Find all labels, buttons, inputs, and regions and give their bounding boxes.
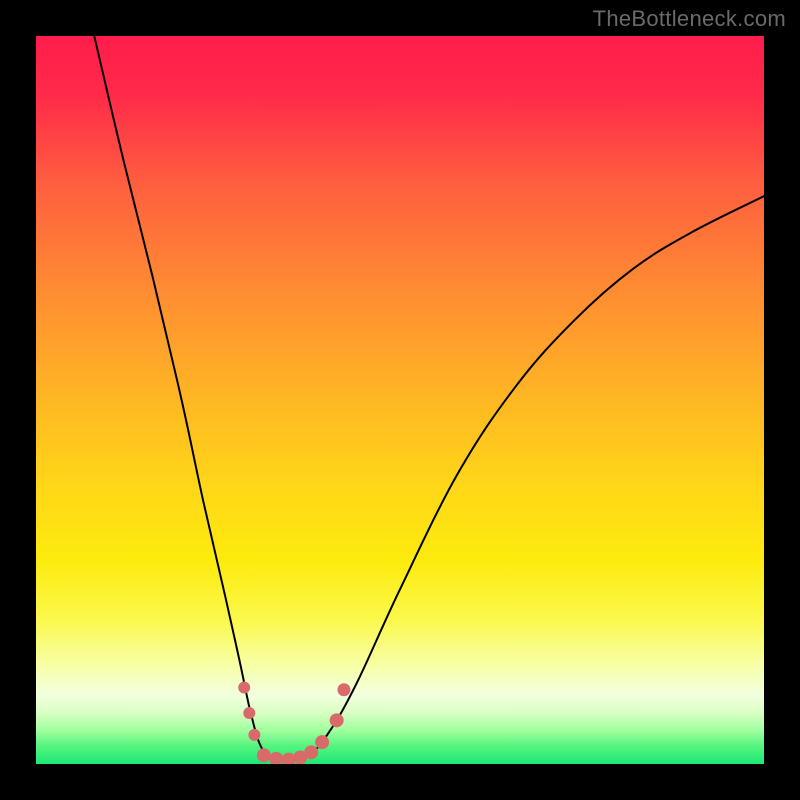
curve-marker xyxy=(248,729,260,741)
curve-marker xyxy=(330,713,344,727)
chart-container: TheBottleneck.com xyxy=(0,0,800,800)
curve-marker xyxy=(304,745,318,759)
curve-marker xyxy=(269,752,283,766)
curve-marker xyxy=(257,748,271,762)
curve-marker xyxy=(243,707,255,719)
bottleneck-curve-chart xyxy=(0,0,800,800)
curve-marker xyxy=(238,682,250,694)
curve-marker xyxy=(337,683,350,696)
curve-marker xyxy=(315,735,329,749)
watermark-label: TheBottleneck.com xyxy=(593,6,786,32)
